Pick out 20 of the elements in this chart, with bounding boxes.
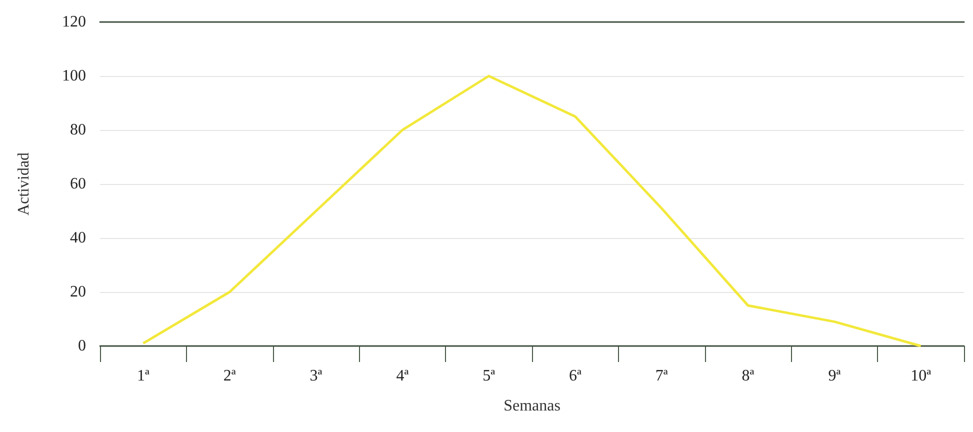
x-tick-label: 1ª xyxy=(136,368,150,384)
y-tick-label: 100 xyxy=(62,68,86,84)
line-series xyxy=(142,74,922,348)
x-tick-label: 5ª xyxy=(482,368,496,384)
y-tick-label: 60 xyxy=(70,176,86,192)
x-tick-label: 3ª xyxy=(310,368,323,384)
y-tick-label: 80 xyxy=(70,122,86,138)
x-tick-label: 9ª xyxy=(828,368,842,384)
y-tick-label: 120 xyxy=(62,14,86,30)
y-axis-title: Actividad xyxy=(16,152,32,216)
x-tick-label: 2ª xyxy=(223,368,236,384)
x-tick-label: 8ª xyxy=(742,368,755,384)
x-axis-title: Semanas xyxy=(504,398,560,414)
x-tick-label: 4ª xyxy=(396,368,410,384)
y-tick-label: 40 xyxy=(70,230,86,246)
x-tick-label: 6ª xyxy=(568,368,582,384)
y-tick-label: 0 xyxy=(78,338,86,354)
y-tick-label: 20 xyxy=(70,284,86,300)
x-tick-label: 7ª xyxy=(655,368,668,384)
x-tick-label: 10ª xyxy=(910,368,932,384)
